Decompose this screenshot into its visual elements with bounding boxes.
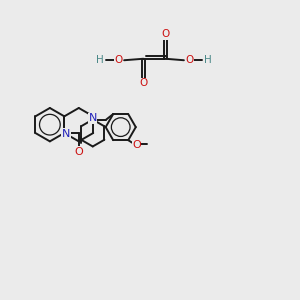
Text: H: H [204,55,212,65]
Text: O: O [185,55,194,65]
Text: O: O [132,140,141,150]
Text: O: O [115,55,123,65]
Text: N: N [61,129,70,139]
Text: O: O [139,78,148,88]
Text: N: N [88,113,97,123]
Text: O: O [74,147,83,157]
Text: O: O [161,29,169,39]
Text: H: H [96,55,103,65]
